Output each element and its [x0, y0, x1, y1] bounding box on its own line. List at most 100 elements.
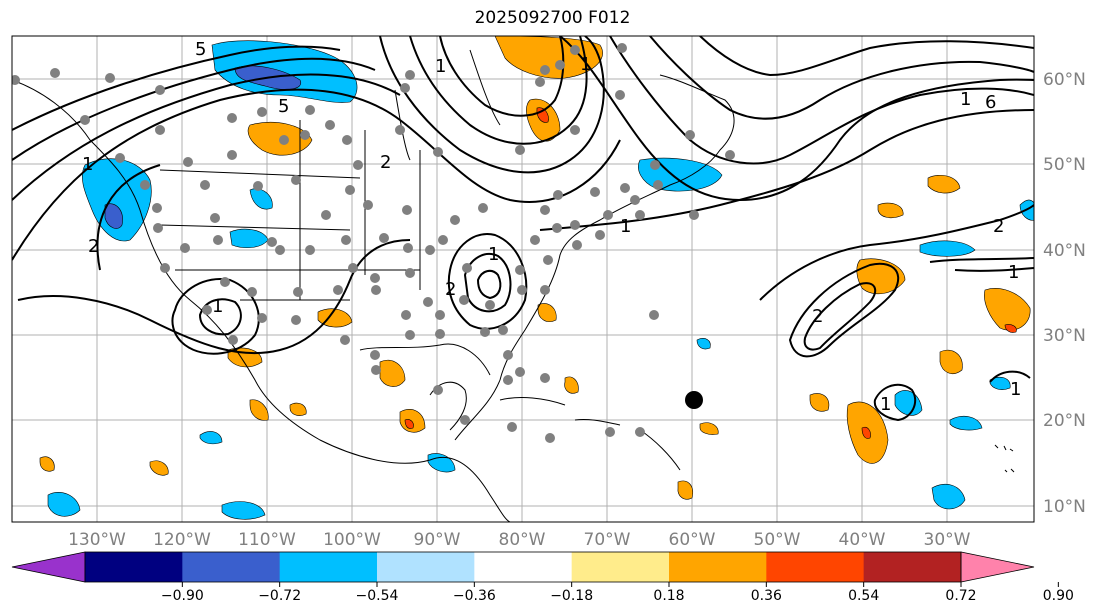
contour-label: 1 — [1010, 379, 1021, 400]
shade-negative — [221, 501, 266, 520]
colorbar-tick-label: −0.72 — [258, 588, 301, 604]
shade-negative — [47, 491, 81, 517]
contour-label: 6 — [985, 92, 996, 113]
contour-line — [649, 36, 1034, 120]
shade-positive — [537, 303, 557, 322]
contour-label: 2 — [445, 279, 456, 300]
shade-positive — [379, 359, 406, 387]
contour-line — [609, 36, 1034, 165]
lon-label: 30°W — [924, 530, 971, 550]
shade-positive-strong — [1004, 324, 1017, 333]
contour-line — [12, 45, 341, 131]
shade-positive — [399, 408, 426, 433]
lon-label: 40°W — [839, 530, 886, 550]
colorbar-ticks: −0.90 −0.72 −0.54 −0.36 −0.18 0.18 0.36 0.54 0.7… — [161, 582, 1074, 604]
shade-negative — [989, 376, 1011, 390]
colorbar-tick-label: 0.36 — [751, 588, 782, 604]
contour-line — [559, 36, 1034, 202]
shade-positive-strong — [404, 419, 414, 429]
lon-label: 70°W — [584, 530, 631, 550]
colorbar-segment — [863, 552, 962, 582]
contour-line — [803, 282, 877, 351]
contour-label: 1 — [82, 154, 93, 175]
shade-negative — [696, 338, 711, 350]
contour-label: 1 — [580, 54, 591, 75]
contour-label: 1 — [1008, 262, 1019, 283]
lat-label: 40°N — [1043, 241, 1086, 261]
contour-labels: 5 5 1 2 1 2 2 1 1 2 1 1 6 1 1 2 1 1 — [82, 39, 1021, 415]
colorbar-segment — [766, 552, 865, 582]
contour-line — [379, 36, 605, 174]
contour-line — [476, 269, 502, 300]
colorbar-frame — [84, 551, 962, 583]
colorbar-segment — [85, 552, 183, 582]
shade-negative — [81, 158, 152, 242]
contour-line — [171, 278, 260, 355]
contour-line — [699, 36, 1034, 77]
lat-label: 60°N — [1043, 70, 1086, 90]
lon-label: 130°W — [68, 530, 126, 550]
shade-positive — [564, 376, 579, 394]
lon-label: 60°W — [669, 530, 716, 550]
colorbar-extend-high — [960, 551, 1035, 583]
lat-label: 50°N — [1043, 155, 1086, 175]
colorbar-segment — [474, 552, 573, 582]
shade-positive — [289, 402, 307, 416]
contour-label: 2 — [812, 306, 823, 327]
contour-label: 1 — [488, 244, 499, 265]
shade-positive — [39, 456, 55, 472]
shade-positive — [877, 202, 904, 219]
contour-label: 1 — [620, 216, 631, 237]
shade-positive — [984, 288, 1031, 331]
colorbar-tick-label: −0.90 — [161, 588, 204, 604]
shade-positive — [677, 480, 693, 500]
contour-label: 2 — [993, 216, 1004, 237]
contour-label: 1 — [212, 296, 223, 317]
colorbar-tick-label: 0.18 — [653, 588, 684, 604]
contour-label: 1 — [880, 394, 891, 415]
contour-line — [409, 36, 588, 145]
contour-label: 1 — [435, 56, 446, 77]
colorbar-tick-label: 0.72 — [945, 588, 976, 604]
colorbar-tick-label: −0.54 — [356, 588, 399, 604]
shade-positive — [809, 393, 830, 412]
shade-positive — [149, 460, 169, 476]
station-markers — [12, 43, 735, 443]
colorbar-segment — [279, 552, 378, 582]
contour-line — [198, 298, 242, 336]
graticule — [12, 36, 1034, 522]
lon-label: 110°W — [238, 530, 296, 550]
shade-negative — [199, 431, 223, 445]
longitude-labels: 130°W 120°W 110°W 100°W 90°W 80°W 70°W 6… — [68, 530, 971, 550]
contour-label: 2 — [88, 236, 99, 257]
colorbar-tick-label: −0.36 — [453, 588, 496, 604]
lon-label: 80°W — [499, 530, 546, 550]
contour-line — [439, 36, 565, 117]
colorbar-tick-label: 0.90 — [1043, 588, 1074, 604]
contour-line — [759, 204, 1034, 301]
lon-label: 120°W — [153, 530, 211, 550]
colorbar-segment — [571, 552, 670, 582]
contour-label: 5 — [195, 39, 206, 60]
colorbar-tick-label: −0.18 — [550, 588, 593, 604]
shade-negative — [949, 416, 983, 431]
lon-label: 90°W — [414, 530, 461, 550]
shade-negative — [919, 240, 976, 257]
contour-line — [96, 164, 161, 271]
shade-positive-strong — [861, 427, 871, 439]
contour-label: 5 — [278, 96, 289, 117]
contour-lines — [12, 36, 1034, 422]
contour-line — [873, 383, 917, 422]
contour-line — [12, 57, 376, 161]
storm-position-marker — [685, 391, 703, 409]
contour-line — [447, 233, 528, 330]
shade-positive — [249, 399, 269, 421]
contour-line — [929, 257, 1034, 263]
contour-label: 1 — [960, 89, 971, 110]
latitude-labels: 10°N 20°N 30°N 40°N 50°N 60°N — [1043, 70, 1086, 517]
contour-line — [463, 253, 512, 313]
shade-positive — [939, 349, 963, 374]
contour-line — [954, 267, 1034, 272]
colorbar-segment — [669, 552, 767, 582]
